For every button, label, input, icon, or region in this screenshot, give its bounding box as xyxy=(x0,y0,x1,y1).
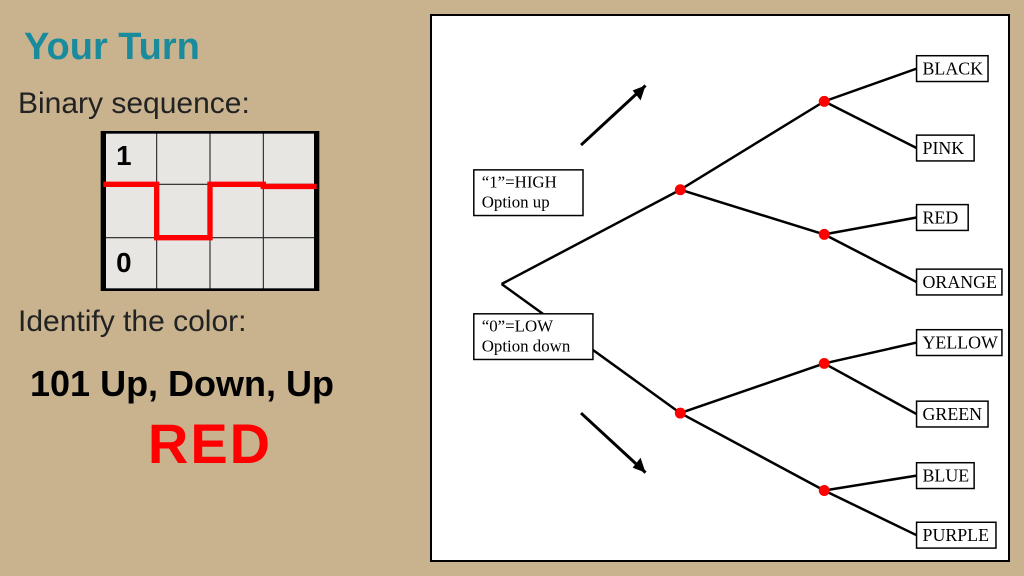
leaf-red: RED xyxy=(917,205,969,231)
legend-low-line1: “0”=LOW xyxy=(482,317,553,336)
page-title: Your Turn xyxy=(24,26,402,69)
decision-tree-svg: “1”=HIGH Option up “0”=LOW Option down B… xyxy=(432,16,1008,560)
leaf-blue: BLUE xyxy=(917,463,975,489)
svg-text:PINK: PINK xyxy=(923,138,965,158)
legend-low-line2: Option down xyxy=(482,337,571,356)
legend-high-line1: “1”=HIGH xyxy=(482,173,557,192)
binary-sequence-label: Binary sequence: xyxy=(18,87,402,121)
svg-text:BLUE: BLUE xyxy=(923,466,970,486)
leaf-yellow: YELLOW xyxy=(917,330,1002,356)
leaf-orange: ORANGE xyxy=(917,269,1002,295)
grid-label-0: 0 xyxy=(116,247,131,278)
sequence-text: 101 Up, Down, Up xyxy=(30,363,402,405)
answer-text: RED xyxy=(18,411,402,476)
leaf-pink: PINK xyxy=(917,135,975,161)
legend-high-line2: Option up xyxy=(482,193,550,212)
left-panel: Your Turn Binary sequence: 1 0 Identify … xyxy=(0,0,420,576)
leaf-black: BLACK xyxy=(917,56,988,82)
svg-text:ORANGE: ORANGE xyxy=(923,272,998,292)
svg-text:PURPLE: PURPLE xyxy=(923,525,990,545)
decision-tree-panel: “1”=HIGH Option up “0”=LOW Option down B… xyxy=(430,14,1010,562)
svg-text:GREEN: GREEN xyxy=(923,404,983,424)
leaf-green: GREEN xyxy=(917,401,988,427)
svg-text:YELLOW: YELLOW xyxy=(923,333,999,353)
svg-text:RED: RED xyxy=(923,207,959,227)
identify-label: Identify the color: xyxy=(18,305,402,339)
svg-text:BLACK: BLACK xyxy=(923,59,984,79)
grid-label-1: 1 xyxy=(116,140,131,171)
signal-grid: 1 0 xyxy=(100,131,320,291)
leaf-purple: PURPLE xyxy=(917,522,996,548)
